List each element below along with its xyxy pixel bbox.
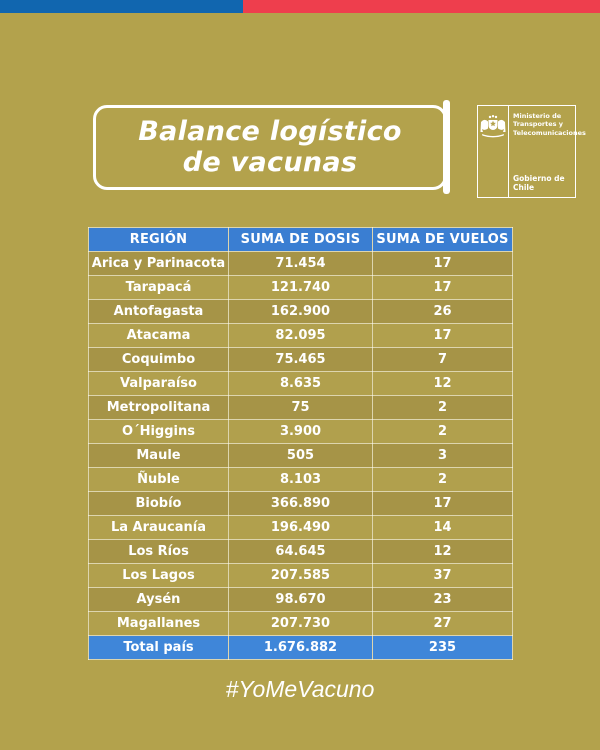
vaccine-logistics-table: REGIÓN SUMA DE DOSIS SUMA DE VUELOS Aric… — [88, 227, 513, 660]
flights-cell: 7 — [372, 347, 513, 372]
region-cell: Tarapacá — [88, 275, 229, 300]
total-flights-cell: 235 — [372, 635, 513, 660]
total-label-cell: Total país — [88, 635, 229, 660]
doses-cell: 71.454 — [228, 251, 373, 276]
doses-cell: 98.670 — [228, 587, 373, 612]
region-cell: Arica y Parinacota — [88, 251, 229, 276]
table-row: Tarapacá 121.740 17 — [88, 275, 513, 300]
flights-cell: 26 — [372, 299, 513, 324]
doses-cell: 196.490 — [228, 515, 373, 540]
flights-cell: 27 — [372, 611, 513, 636]
doses-cell: 162.900 — [228, 299, 373, 324]
region-cell: Valparaíso — [88, 371, 229, 396]
region-cell: Los Lagos — [88, 563, 229, 588]
total-doses-cell: 1.676.882 — [228, 635, 373, 660]
region-cell: La Araucanía — [88, 515, 229, 540]
flights-cell: 12 — [372, 371, 513, 396]
ministry-name-line1: Ministerio de — [513, 112, 562, 120]
page-title-line2: de vacunas — [182, 146, 358, 178]
column-header-region: REGIÓN — [88, 227, 229, 252]
table-row: La Araucanía 196.490 14 — [88, 515, 513, 540]
chile-coat-of-arms-icon — [480, 115, 506, 138]
flag-top-bar — [0, 0, 600, 13]
table-row: Los Ríos 64.645 12 — [88, 539, 513, 564]
region-cell: Coquimbo — [88, 347, 229, 372]
doses-cell: 64.645 — [228, 539, 373, 564]
region-cell: Ñuble — [88, 467, 229, 492]
doses-cell: 8.103 — [228, 467, 373, 492]
table-row: Los Lagos 207.585 37 — [88, 563, 513, 588]
region-cell: Aysén — [88, 587, 229, 612]
title-accent-bar — [443, 100, 450, 194]
region-cell: Metropolitana — [88, 395, 229, 420]
table-body: Arica y Parinacota 71.454 17 Tarapacá 121.74… — [88, 251, 513, 636]
doses-cell: 207.585 — [228, 563, 373, 588]
flights-cell: 17 — [372, 323, 513, 348]
table-row: Arica y Parinacota 71.454 17 — [88, 251, 513, 276]
flights-cell: 23 — [372, 587, 513, 612]
flights-cell: 37 — [372, 563, 513, 588]
flights-cell: 2 — [372, 395, 513, 420]
region-cell: O´Higgins — [88, 419, 229, 444]
table-row: Magallanes 207.730 27 — [88, 611, 513, 636]
ministry-name-line3: Telecomunicaciones — [513, 128, 586, 137]
doses-cell: 75 — [228, 395, 373, 420]
column-header-flights: SUMA DE VUELOS — [372, 227, 513, 252]
table-row: Antofagasta 162.900 26 — [88, 299, 513, 324]
region-cell: Magallanes — [88, 611, 229, 636]
table-row: Coquimbo 75.465 7 — [88, 347, 513, 372]
table-row: Metropolitana 75 2 — [88, 395, 513, 420]
table-row: Maule 505 3 — [88, 443, 513, 468]
region-cell: Maule — [88, 443, 229, 468]
column-header-doses: SUMA DE DOSIS — [228, 227, 373, 252]
doses-cell: 505 — [228, 443, 373, 468]
table-row: Valparaíso 8.635 12 — [88, 371, 513, 396]
government-label: Gobierno de Chile — [513, 174, 565, 192]
table-row: Aysén 98.670 23 — [88, 587, 513, 612]
flights-cell: 17 — [372, 275, 513, 300]
doses-cell: 75.465 — [228, 347, 373, 372]
doses-cell: 366.890 — [228, 491, 373, 516]
ministry-logo: Ministerio de Transportes y Telecomunica… — [477, 105, 586, 198]
table-header-row: REGIÓN SUMA DE DOSIS SUMA DE VUELOS — [88, 227, 513, 252]
ministry-name: Ministerio de Transportes y Telecomunica… — [513, 112, 586, 137]
flights-cell: 2 — [372, 419, 513, 444]
flag-bar-red — [243, 0, 600, 13]
doses-cell: 121.740 — [228, 275, 373, 300]
flights-cell: 14 — [372, 515, 513, 540]
campaign-hashtag: #YoMeVacuno — [225, 676, 375, 702]
flights-cell: 2 — [372, 467, 513, 492]
table-row: Atacama 82.095 17 — [88, 323, 513, 348]
flights-cell: 3 — [372, 443, 513, 468]
flag-bar-blue — [0, 0, 243, 13]
doses-cell: 8.635 — [228, 371, 373, 396]
region-cell: Biobío — [88, 491, 229, 516]
page-title-line1: Balance logístico — [138, 116, 402, 148]
table-row: Biobío 366.890 17 — [88, 491, 513, 516]
page-title: Balance logístico de vacunas — [138, 117, 402, 177]
flights-cell: 17 — [372, 251, 513, 276]
coat-of-arms-panel — [478, 106, 509, 197]
region-cell: Atacama — [88, 323, 229, 348]
region-cell: Antofagasta — [88, 299, 229, 324]
ministry-name-line2: Transportes y — [513, 120, 564, 129]
flights-cell: 17 — [372, 491, 513, 516]
table-total-row: Total país 1.676.882 235 — [88, 635, 513, 660]
doses-cell: 3.900 — [228, 419, 373, 444]
table-row: Ñuble 8.103 2 — [88, 467, 513, 492]
doses-cell: 82.095 — [228, 323, 373, 348]
title-plate: Balance logístico de vacunas — [93, 105, 447, 190]
doses-cell: 207.730 — [228, 611, 373, 636]
table-row: O´Higgins 3.900 2 — [88, 419, 513, 444]
flights-cell: 12 — [372, 539, 513, 564]
region-cell: Los Ríos — [88, 539, 229, 564]
ministry-text-panel: Ministerio de Transportes y Telecomunica… — [509, 106, 589, 197]
